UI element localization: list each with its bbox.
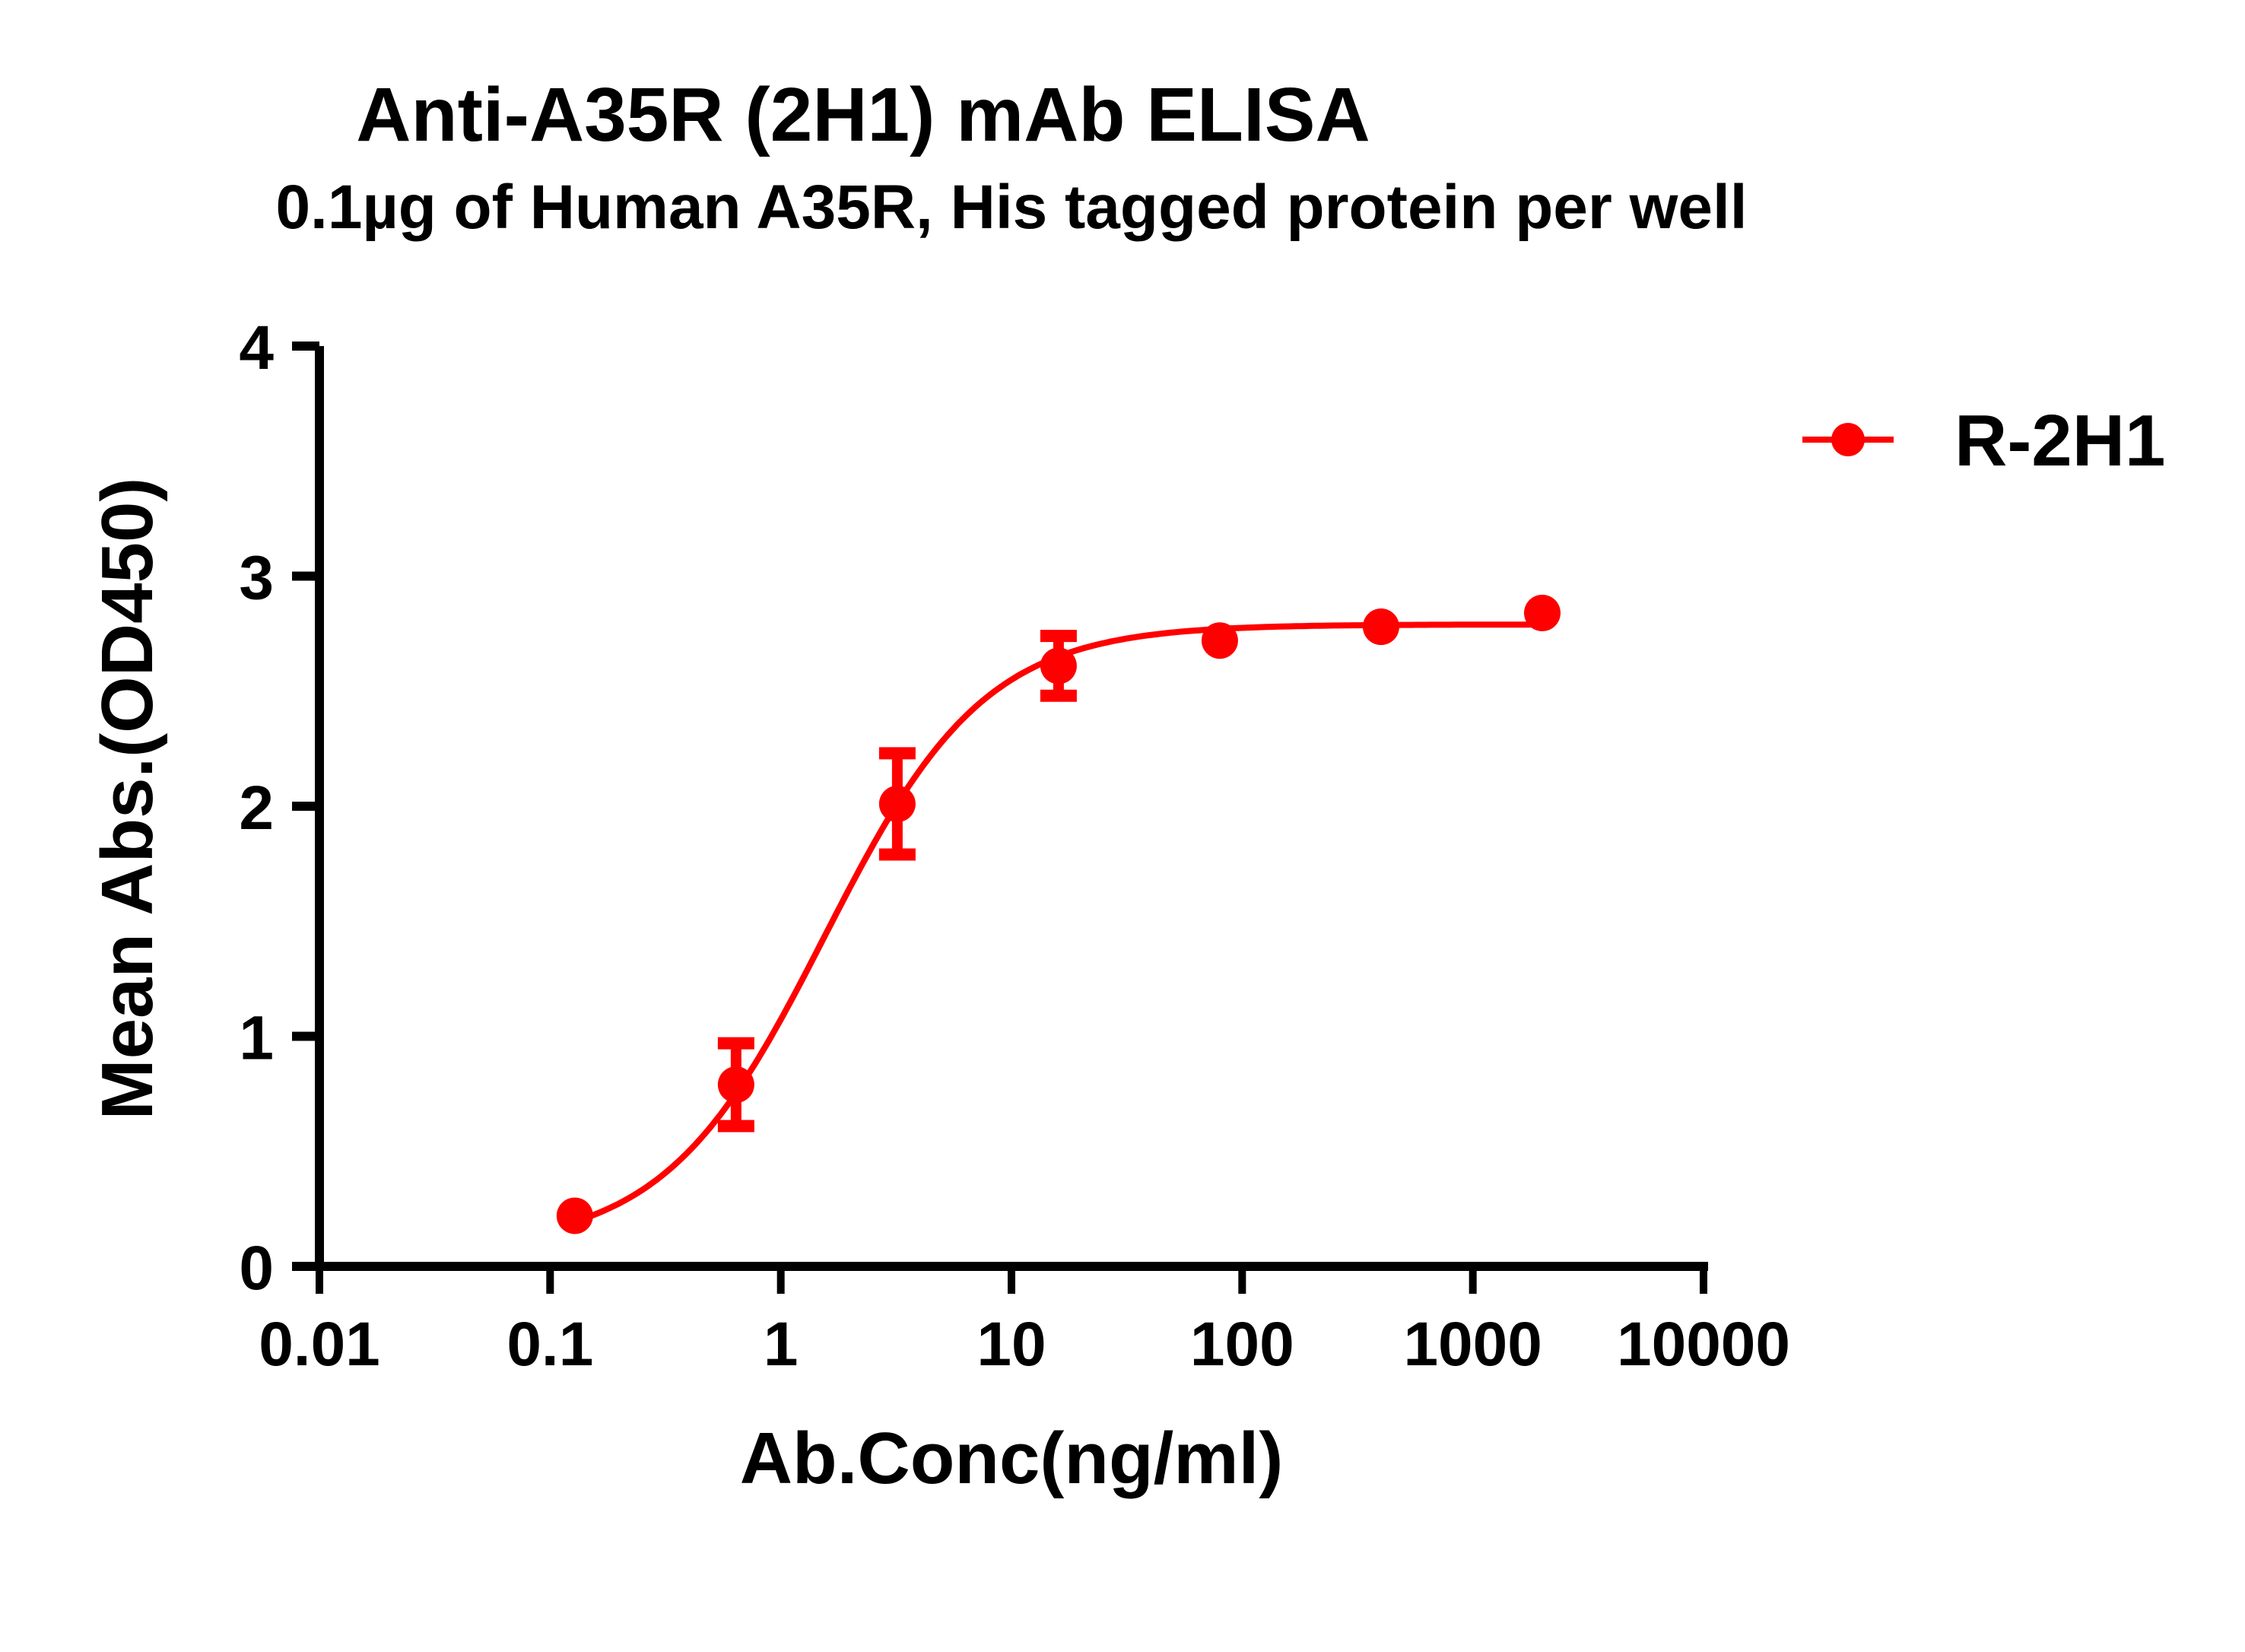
y-tick-label: 4 <box>239 313 274 383</box>
legend-label-r-2h1: R-2H1 <box>1954 400 2165 481</box>
x-tick-label: 0.01 <box>259 1310 380 1379</box>
y-axis: 0 1 2 3 4 <box>239 313 324 1303</box>
chart-subtitle: 0.1µg of Human A35R, His tagged protein … <box>275 173 1747 242</box>
x-axis-label: Ab.Conc(ng/ml) <box>740 1418 1284 1499</box>
x-tick-label: 10 <box>976 1310 1046 1379</box>
data-point <box>556 1197 593 1234</box>
data-point <box>1040 647 1077 685</box>
x-tick-label: 1 <box>764 1310 799 1379</box>
data-point <box>1523 594 1561 631</box>
y-tick-label: 0 <box>239 1234 274 1303</box>
data-point <box>1201 622 1238 659</box>
y-axis-label: Mean Abs.(OD450) <box>87 478 168 1120</box>
legend-marker-icon <box>1831 423 1865 456</box>
data-point <box>878 785 916 822</box>
data-point <box>1362 608 1399 646</box>
x-tick-label: 1000 <box>1403 1310 1542 1379</box>
plot-area <box>556 594 1561 1234</box>
chart-title: Anti-A35R (2H1) mAb ELISA <box>356 72 1370 157</box>
y-tick-label: 1 <box>239 1004 274 1073</box>
y-tick-label: 2 <box>239 774 274 843</box>
x-tick-label: 10000 <box>1617 1310 1790 1379</box>
x-axis: 0.01 0.1 1 10 100 1000 10000 <box>259 1262 1790 1379</box>
legend: R-2H1 <box>1802 400 2165 481</box>
x-tick-label: 0.1 <box>506 1310 593 1379</box>
y-tick-label: 3 <box>239 544 274 613</box>
x-tick-label: 100 <box>1190 1310 1294 1379</box>
data-point <box>717 1066 754 1104</box>
